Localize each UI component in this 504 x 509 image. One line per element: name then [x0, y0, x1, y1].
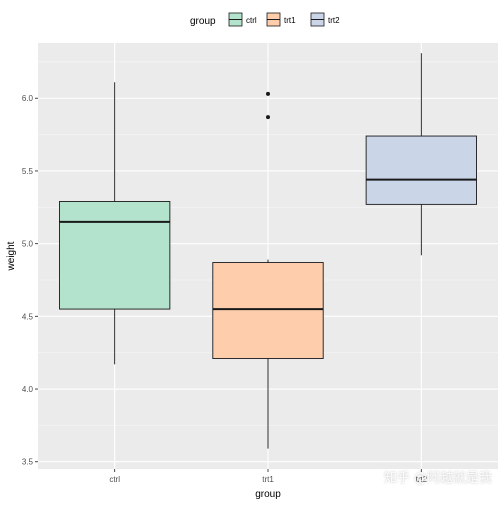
- y-tick-label: 4.0: [22, 385, 34, 394]
- box-trt2: [365, 53, 477, 256]
- outlier-point-trt1: [266, 115, 270, 120]
- legend-title: group: [190, 16, 216, 27]
- y-tick-label: 6.0: [22, 94, 34, 103]
- iqr-box-ctrl: [59, 201, 171, 310]
- legend-item-trt1: trt1: [266, 12, 296, 27]
- box-plots: [59, 53, 477, 449]
- legend-item-trt2: trt2: [310, 12, 340, 27]
- watermark: 知乎 @阿越就是我: [383, 471, 492, 486]
- x-tick-label: ctrl: [109, 475, 120, 484]
- iqr-box-trt2: [365, 135, 477, 205]
- legend-label-trt1: trt1: [284, 16, 296, 25]
- x-tick-label: trt1: [262, 475, 274, 484]
- y-axis-title: weight: [6, 241, 17, 271]
- iqr-box-trt1: [212, 262, 324, 359]
- y-tick-label: 3.5: [22, 458, 34, 467]
- y-tick-label: 5.0: [22, 240, 34, 249]
- box-trt1: [212, 91, 324, 449]
- legend-label-ctrl: ctrl: [246, 16, 257, 25]
- y-tick-label: 5.5: [22, 167, 34, 176]
- x-axis-title: group: [255, 489, 281, 500]
- legend-item-ctrl: ctrl: [228, 12, 257, 27]
- x-tick-label: trt2: [416, 475, 428, 484]
- outlier-point-trt1: [266, 91, 270, 96]
- legend: group ctrl trt1 trt2: [190, 12, 340, 27]
- y-tick-label: 4.5: [22, 312, 34, 321]
- axes: 3.5 4.0 4.5 5.0 5.5 6.0 ctrl trt1 trt2: [22, 94, 428, 484]
- box-ctrl: [59, 82, 171, 365]
- legend-label-trt2: trt2: [328, 16, 340, 25]
